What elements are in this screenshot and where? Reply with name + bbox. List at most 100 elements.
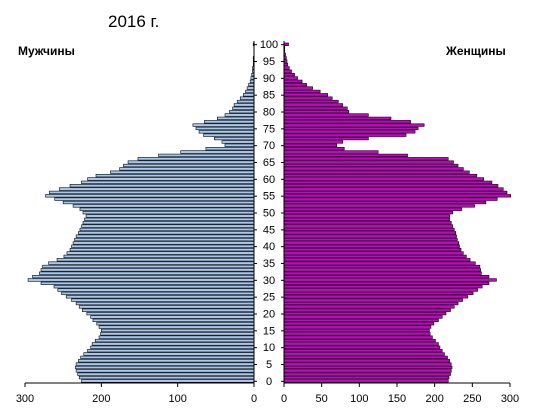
female-bar-age-3	[283, 369, 452, 373]
age-tick-35: 35	[263, 258, 275, 270]
female-bar-age-35	[283, 261, 476, 265]
female-bar-age-48	[283, 217, 451, 221]
male-bar-age-73	[203, 133, 255, 137]
male-x-tick-300: 300	[16, 393, 34, 405]
male-x-tick-200: 200	[92, 393, 110, 405]
female-bar-age-57	[283, 187, 504, 191]
female-bar-age-92	[283, 69, 292, 73]
male-x-tick-100: 100	[168, 393, 186, 405]
female-bar-age-12	[283, 338, 436, 343]
female-bar-age-79	[283, 113, 369, 117]
male-bar-age-17	[96, 322, 255, 326]
male-bar-age-81	[232, 106, 255, 110]
male-bar-age-25	[65, 295, 255, 299]
female-bar-age-30	[283, 278, 497, 282]
female-bar-age-77	[283, 120, 411, 124]
female-x-tick-0: 0	[281, 393, 287, 405]
female-bar-age-52	[283, 204, 475, 208]
female-bar-age-47	[283, 221, 452, 225]
female-bar-age-0	[283, 379, 449, 383]
female-bar-age-9	[283, 349, 443, 353]
female-bar-age-7	[283, 355, 448, 360]
male-bar-age-5	[75, 362, 255, 366]
female-bar-age-65	[283, 160, 454, 164]
male-bar-age-12	[94, 338, 255, 343]
male-bar-age-44	[78, 231, 255, 235]
male-bar-age-85	[243, 93, 255, 97]
female-bar-age-54	[283, 197, 498, 201]
male-bar-age-75	[195, 126, 255, 131]
male-bar-age-66	[137, 157, 255, 161]
age-tick-30: 30	[263, 275, 275, 287]
male-x-tick-0: 0	[251, 393, 257, 405]
female-bar-age-71	[283, 140, 344, 144]
female-bar-age-5	[283, 362, 452, 366]
female-bar-age-82	[283, 103, 344, 107]
female-x-tick-50: 50	[316, 393, 328, 405]
female-bar-age-74	[283, 130, 416, 134]
male-bar-age-49	[85, 214, 255, 218]
female-bar-age-15	[283, 328, 430, 333]
female-bar-age-87	[283, 86, 313, 90]
female-x-tick-100: 100	[350, 393, 368, 405]
male-bar-age-28	[53, 285, 255, 289]
male-bar-age-70	[224, 143, 255, 147]
male-bar-age-48	[84, 217, 255, 221]
males-label: Мужчины	[18, 44, 75, 58]
male-bar-age-19	[90, 315, 255, 319]
male-bar-age-59	[81, 180, 255, 184]
male-bar-age-0	[81, 379, 255, 383]
female-bar-age-8	[283, 352, 445, 356]
female-bar-age-89	[283, 79, 303, 83]
male-bar-age-84	[239, 96, 255, 100]
female-bar-age-33	[283, 268, 481, 272]
female-bar-age-84	[283, 96, 333, 100]
male-bar-age-14	[100, 332, 255, 336]
female-bar-age-6	[283, 359, 451, 363]
age-tick-40: 40	[263, 241, 275, 253]
male-bar-age-10	[90, 345, 255, 349]
male-bar-age-23	[75, 301, 255, 306]
male-bar-age-86	[245, 89, 255, 94]
female-bar-age-64	[283, 163, 459, 168]
male-bar-age-47	[82, 221, 255, 225]
chart-title: 2016 г.	[108, 12, 160, 31]
female-bar-age-26	[283, 291, 474, 296]
female-bar-age-75	[283, 126, 419, 131]
male-bar-age-21	[81, 308, 255, 312]
female-bar-age-39	[283, 248, 462, 252]
male-bar-age-46	[81, 224, 255, 228]
male-bar-age-58	[69, 184, 255, 188]
male-bar-age-40	[71, 244, 255, 248]
age-tick-60: 60	[263, 174, 275, 186]
male-bar-age-45	[79, 227, 255, 232]
male-bar-age-53	[62, 200, 255, 205]
female-bar-age-13	[283, 335, 433, 339]
female-bar-age-2	[283, 372, 451, 376]
male-bar-age-62	[110, 170, 255, 174]
male-bar-age-77	[204, 120, 255, 124]
female-bar-age-85	[283, 93, 328, 97]
male-bar-age-30	[27, 278, 255, 282]
female-bar-age-91	[283, 73, 295, 77]
female-bar-age-69	[283, 147, 345, 151]
female-bar-age-37	[283, 254, 467, 259]
female-bar-age-60	[283, 177, 484, 181]
female-bar-age-20	[283, 312, 447, 316]
male-bar-age-15	[101, 328, 255, 333]
male-bar-age-64	[123, 163, 255, 168]
male-bar-age-63	[119, 167, 255, 171]
female-bar-age-72	[283, 136, 369, 141]
female-bar-age-46	[283, 224, 454, 228]
female-bar-age-51	[283, 207, 463, 211]
female-bar-age-55	[283, 194, 512, 198]
male-bar-age-82	[233, 103, 255, 107]
age-tick-20: 20	[263, 308, 275, 320]
male-bar-age-50	[82, 211, 255, 215]
male-bar-age-27	[57, 288, 255, 292]
age-tick-95: 95	[263, 56, 275, 68]
female-bar-age-83	[283, 99, 339, 104]
male-bar-age-35	[48, 261, 255, 265]
female-bar-age-19	[283, 315, 443, 319]
